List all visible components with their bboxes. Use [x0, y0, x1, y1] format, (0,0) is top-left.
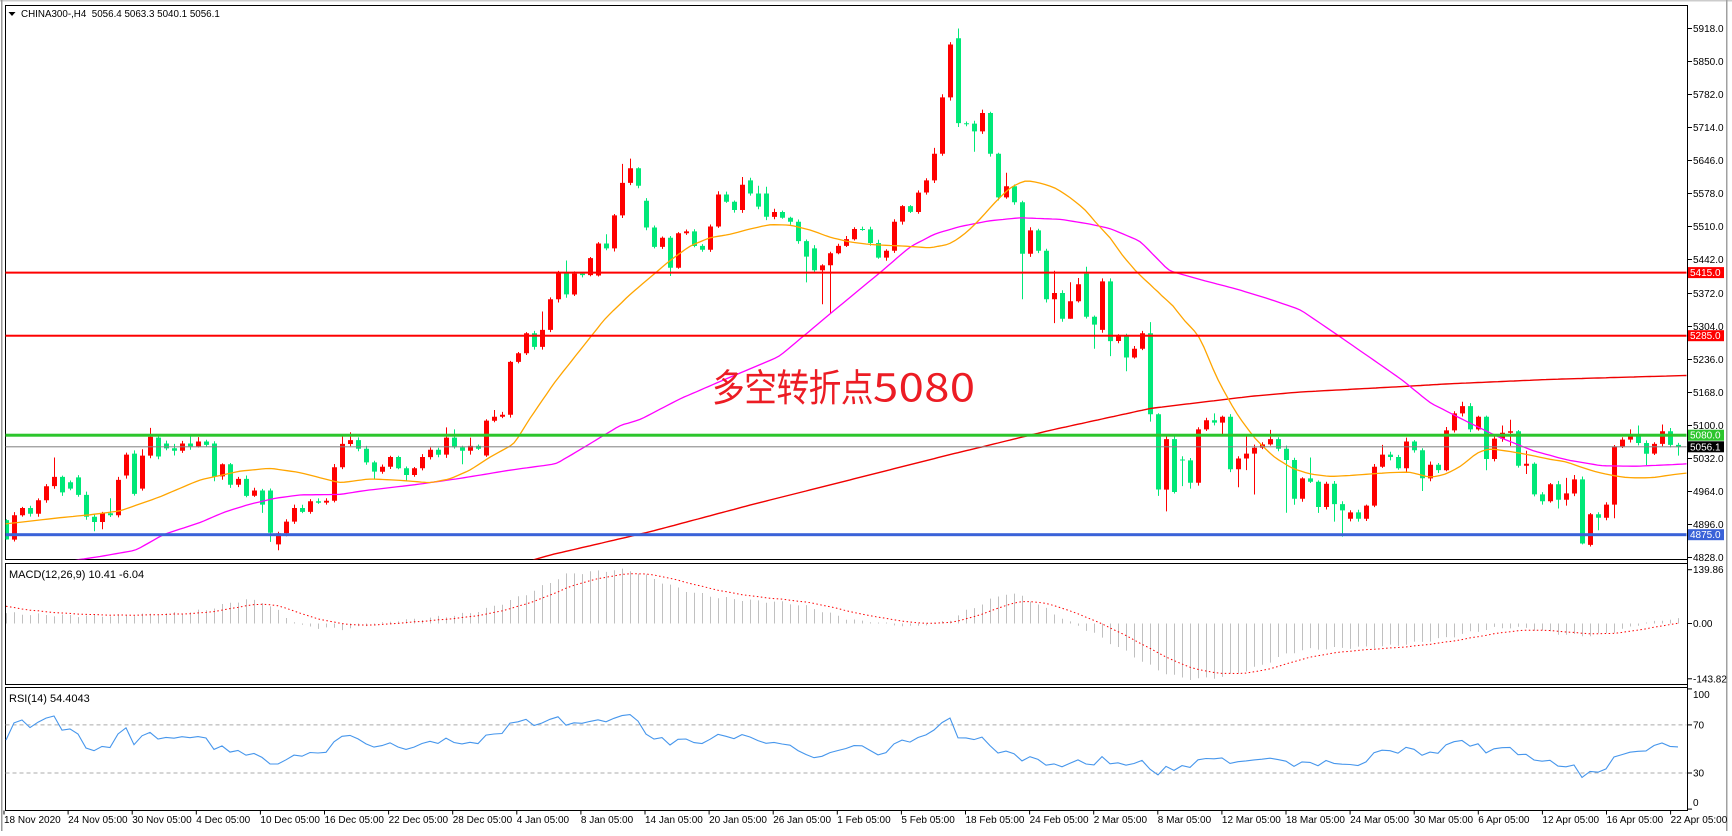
svg-text:18 Feb 05:00: 18 Feb 05:00: [966, 815, 1025, 826]
svg-text:4896.0: 4896.0: [1693, 520, 1724, 531]
svg-text:5850.0: 5850.0: [1693, 57, 1724, 68]
svg-text:5372.0: 5372.0: [1693, 289, 1724, 300]
svg-text:5056.1: 5056.1: [1690, 442, 1721, 453]
svg-text:5782.0: 5782.0: [1693, 90, 1724, 101]
svg-text:2 Mar 05:00: 2 Mar 05:00: [1094, 815, 1148, 826]
svg-text:26 Jan 05:00: 26 Jan 05:00: [773, 815, 831, 826]
svg-text:28 Dec 05:00: 28 Dec 05:00: [453, 815, 513, 826]
svg-text:70: 70: [1693, 720, 1705, 731]
svg-text:1 Feb 05:00: 1 Feb 05:00: [837, 815, 891, 826]
svg-text:30: 30: [1693, 769, 1705, 780]
svg-text:5646.0: 5646.0: [1693, 156, 1724, 167]
svg-text:0.00: 0.00: [1693, 619, 1713, 630]
svg-text:24 Nov 05:00: 24 Nov 05:00: [68, 815, 128, 826]
svg-text:5080.0: 5080.0: [1690, 431, 1721, 442]
svg-text:RSI(14) 54.4043: RSI(14) 54.4043: [9, 693, 90, 705]
svg-text:12 Mar 05:00: 12 Mar 05:00: [1222, 815, 1281, 826]
svg-text:22 Apr 05:00: 22 Apr 05:00: [1671, 815, 1728, 826]
svg-text:139.86: 139.86: [1693, 565, 1724, 576]
svg-text:24 Mar 05:00: 24 Mar 05:00: [1350, 815, 1409, 826]
svg-text:12 Apr 05:00: 12 Apr 05:00: [1542, 815, 1599, 826]
svg-text:5236.0: 5236.0: [1693, 355, 1724, 366]
svg-text:5578.0: 5578.0: [1693, 189, 1724, 200]
svg-text:18 Nov 2020: 18 Nov 2020: [4, 815, 61, 826]
svg-text:4875.0: 4875.0: [1690, 530, 1721, 541]
svg-text:5 Feb 05:00: 5 Feb 05:00: [901, 815, 955, 826]
svg-text:4828.0: 4828.0: [1693, 553, 1724, 564]
svg-text:18 Mar 05:00: 18 Mar 05:00: [1286, 815, 1345, 826]
svg-text:5285.0: 5285.0: [1690, 331, 1721, 342]
svg-text:10 Dec 05:00: 10 Dec 05:00: [260, 815, 320, 826]
svg-text:4 Dec 05:00: 4 Dec 05:00: [196, 815, 250, 826]
svg-text:30 Nov 05:00: 30 Nov 05:00: [132, 815, 192, 826]
svg-text:4964.0: 4964.0: [1693, 487, 1724, 498]
svg-text:CHINA300-,H4 5056.4 5063.3 50: CHINA300-,H4 5056.4 5063.3 5040.1 5056.1: [21, 9, 220, 20]
svg-text:30 Mar 05:00: 30 Mar 05:00: [1414, 815, 1473, 826]
svg-text:4 Jan 05:00: 4 Jan 05:00: [517, 815, 570, 826]
svg-text:5168.0: 5168.0: [1693, 388, 1724, 399]
svg-text:5918.0: 5918.0: [1693, 24, 1724, 35]
svg-text:-143.82: -143.82: [1693, 674, 1727, 685]
svg-text:5442.0: 5442.0: [1693, 255, 1724, 266]
svg-text:5100.0: 5100.0: [1693, 421, 1724, 432]
svg-text:14 Jan 05:00: 14 Jan 05:00: [645, 815, 703, 826]
svg-text:24 Feb 05:00: 24 Feb 05:00: [1030, 815, 1089, 826]
svg-text:8 Jan 05:00: 8 Jan 05:00: [581, 815, 634, 826]
svg-text:MACD(12,26,9) 10.41 -6.04: MACD(12,26,9) 10.41 -6.04: [9, 569, 144, 581]
svg-text:5415.0: 5415.0: [1690, 268, 1721, 279]
svg-text:5032.0: 5032.0: [1693, 454, 1724, 465]
svg-text:22 Dec 05:00: 22 Dec 05:00: [389, 815, 449, 826]
svg-text:8 Mar 05:00: 8 Mar 05:00: [1158, 815, 1212, 826]
svg-text:0: 0: [1693, 798, 1699, 809]
svg-text:5304.0: 5304.0: [1693, 322, 1724, 333]
svg-text:6 Apr 05:00: 6 Apr 05:00: [1478, 815, 1530, 826]
svg-text:16 Dec 05:00: 16 Dec 05:00: [325, 815, 385, 826]
svg-text:16 Apr 05:00: 16 Apr 05:00: [1607, 815, 1664, 826]
svg-text:5510.0: 5510.0: [1693, 222, 1724, 233]
svg-text:20 Jan 05:00: 20 Jan 05:00: [709, 815, 767, 826]
svg-text:5714.0: 5714.0: [1693, 123, 1724, 134]
svg-text:100: 100: [1693, 690, 1710, 701]
